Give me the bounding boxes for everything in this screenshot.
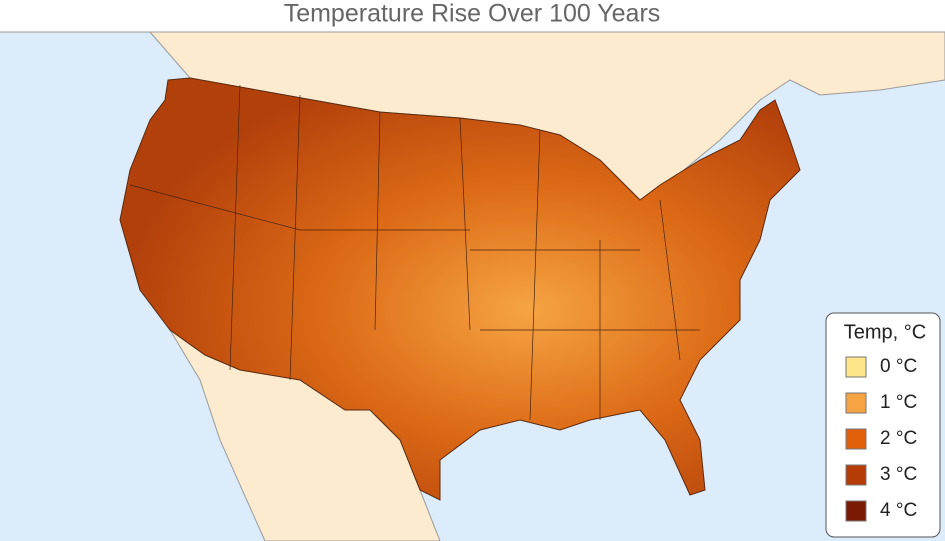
legend-label: 2 °C [880,428,917,449]
legend-swatch [845,464,867,486]
legend-title: Temp, °C [844,321,926,343]
legend-swatch [845,428,867,450]
state-borders [129,84,700,421]
legend-label: 1 °C [880,392,917,413]
usa-heatmap [119,77,801,501]
map-title: Temperature Rise Over 100 Years [284,0,661,28]
legend-swatch [845,356,867,378]
legend-label: 0 °C [880,356,917,377]
legend-label: 3 °C [880,464,917,485]
legend: Temp, °C 0 °C 1 °C 2 °C 3 °C 4 °C [825,312,941,538]
legend-swatch [845,392,867,414]
legend-swatch [845,500,867,522]
legend-label: 4 °C [880,500,917,521]
